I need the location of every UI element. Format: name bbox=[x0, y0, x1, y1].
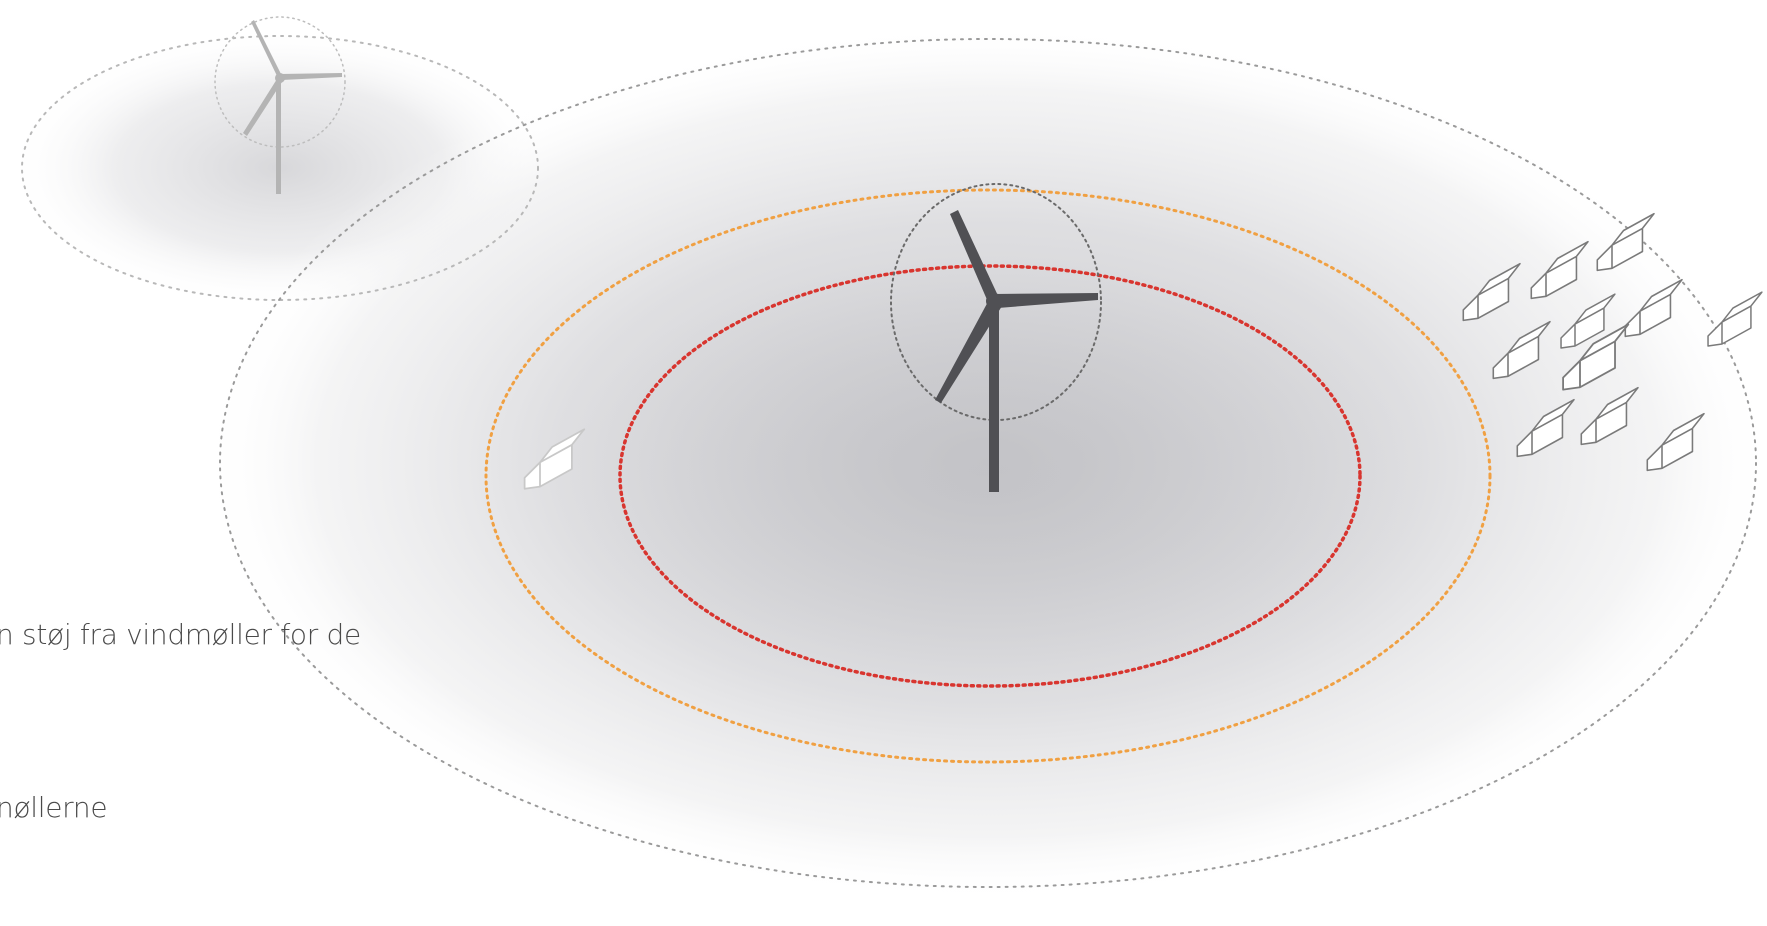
outer-noise-zone-ring bbox=[484, 188, 1492, 764]
house-outline bbox=[523, 428, 586, 490]
house-icon bbox=[1530, 240, 1589, 300]
house-outline bbox=[1560, 293, 1616, 349]
house-icon bbox=[1492, 320, 1551, 380]
house-icon bbox=[1580, 386, 1639, 446]
main-turbine-tower bbox=[989, 302, 999, 492]
house-icon bbox=[1624, 278, 1683, 338]
background-turbine-blade bbox=[251, 20, 283, 78]
house-icon bbox=[1462, 262, 1521, 322]
house-icon bbox=[1560, 293, 1616, 349]
house-icon bbox=[1707, 291, 1763, 347]
house-outline bbox=[1580, 386, 1639, 446]
inner-noise-zone-ring bbox=[618, 264, 1362, 688]
background-wind-turbine-icon bbox=[214, 16, 346, 194]
house-icon bbox=[1596, 212, 1655, 272]
main-turbine-blade bbox=[935, 298, 1002, 403]
house-outline bbox=[1530, 240, 1589, 300]
village-houses bbox=[1462, 212, 1763, 472]
caption-line-2: nøllerne bbox=[0, 791, 108, 824]
house-outline bbox=[1624, 278, 1683, 338]
house-outline bbox=[1492, 320, 1551, 380]
house-icon bbox=[1646, 412, 1705, 472]
background-turbine-blade bbox=[280, 73, 342, 80]
house-outline bbox=[1562, 323, 1630, 391]
background-rotor-sweep-circle bbox=[214, 16, 346, 148]
house-icon bbox=[1562, 323, 1630, 391]
background-turbine-tower bbox=[276, 82, 281, 194]
main-wind-turbine-icon bbox=[890, 183, 1102, 492]
main-turbine-blade bbox=[994, 293, 1098, 308]
house-outline bbox=[1516, 398, 1575, 458]
house-outline bbox=[1596, 212, 1655, 272]
house-outline bbox=[1462, 262, 1521, 322]
background-turbine-hub bbox=[275, 73, 285, 83]
main-turbine-hub bbox=[986, 293, 1002, 309]
single-house-icon bbox=[523, 428, 586, 490]
caption-line-1: n støj fra vindmøller for de bbox=[0, 618, 361, 651]
house-outline bbox=[1707, 291, 1763, 347]
large-zone-boundary-ring bbox=[219, 38, 1757, 888]
house-outline bbox=[1646, 412, 1705, 472]
main-turbine-blade bbox=[950, 210, 1000, 302]
house-icon bbox=[1516, 398, 1575, 458]
background-turbine-blade bbox=[243, 79, 282, 136]
